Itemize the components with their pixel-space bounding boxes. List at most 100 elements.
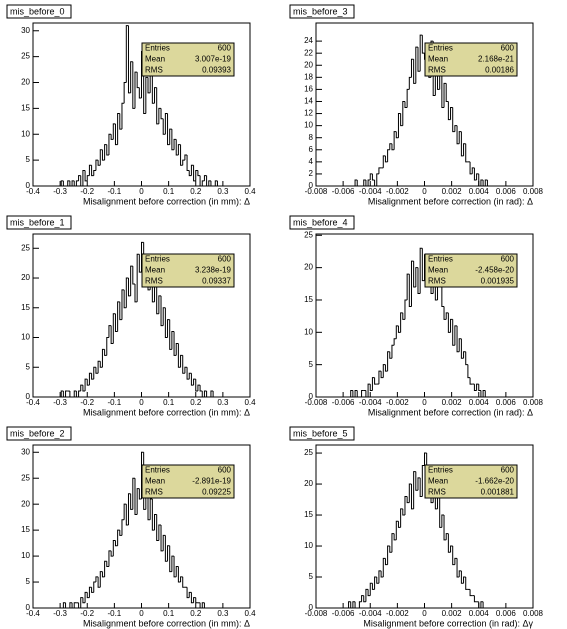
histogram-bin	[445, 83, 449, 102]
x-tick-label: -0.1	[107, 187, 121, 196]
histogram-bin	[164, 307, 168, 339]
x-tick-label: -0.3	[53, 187, 67, 196]
y-tick-label: 25	[21, 243, 30, 252]
histogram-bin	[99, 149, 103, 166]
stats-label: RMS	[145, 277, 163, 286]
histogram-bin	[465, 351, 468, 366]
histogram-bin	[130, 493, 133, 510]
x-tick-label: -0.2	[80, 609, 94, 618]
histogram-bin	[164, 535, 168, 562]
histogram-bin	[171, 331, 175, 350]
histogram-bin	[376, 577, 379, 584]
chart-title: mis_before_1	[10, 217, 65, 227]
histogram-bin	[162, 534, 166, 551]
histogram-bin	[482, 390, 486, 397]
histogram-bin	[177, 144, 181, 155]
histogram-bin	[439, 496, 442, 528]
x-tick-label: -0.002	[386, 609, 409, 618]
y-tick-label: 2	[309, 169, 314, 178]
histogram-bin	[182, 159, 185, 166]
histogram-bin	[91, 165, 94, 177]
histogram-bin	[112, 123, 116, 140]
histogram-bin	[424, 452, 427, 466]
histogram-bin	[78, 175, 81, 181]
histogram-bin	[65, 602, 68, 609]
histogram-bin	[93, 366, 96, 380]
histogram-bin	[395, 131, 399, 139]
histogram-bin	[476, 383, 479, 391]
x-tick-label: -0.006	[332, 187, 355, 196]
histogram-bin	[151, 66, 155, 104]
histogram-bin	[208, 180, 211, 186]
histogram-bin	[84, 170, 88, 182]
histogram-bin	[88, 372, 92, 386]
histogram-bin	[404, 299, 408, 320]
stats-label: Mean	[145, 477, 165, 486]
y-tick-label: 22	[304, 48, 313, 57]
histogram-bin	[156, 87, 159, 125]
x-tick-label: 0.004	[469, 609, 490, 618]
histogram-bin	[188, 170, 192, 177]
x-tick-label: 0.2	[190, 609, 202, 618]
histogram-bin	[197, 384, 201, 392]
histogram-bin	[393, 131, 397, 150]
histogram-bin	[391, 143, 395, 151]
histogram-bin	[136, 488, 140, 515]
histogram-bin	[62, 180, 66, 187]
histogram-bin	[454, 325, 458, 346]
histogram-bin	[180, 576, 183, 583]
histogram-bin	[356, 390, 360, 398]
x-tick-label: -0.008	[305, 187, 328, 196]
histogram-bin	[130, 265, 133, 296]
x-tick-label: 0.1	[163, 187, 175, 196]
y-tick-label: 24	[304, 36, 313, 45]
histogram-bin	[134, 478, 138, 516]
histogram-bin	[123, 503, 127, 520]
histogram-panel: -0.008 -0.006 -0.004 -0.002 0 0.002 0.004 0.006…	[289, 426, 544, 628]
y-tick-label: 25	[304, 230, 313, 239]
histogram-bin	[125, 25, 129, 83]
histogram-bin	[184, 366, 188, 374]
histogram-bin	[367, 383, 371, 397]
histogram-bin	[480, 601, 484, 608]
histogram-bin	[154, 87, 157, 104]
histogram-bin	[389, 351, 392, 359]
histogram-bin	[195, 597, 198, 604]
histogram-bin	[458, 338, 462, 352]
x-tick-label: 0	[139, 398, 144, 407]
y-tick-label: 20	[304, 479, 313, 488]
histogram-bin	[190, 592, 194, 604]
histogram-bin	[408, 483, 412, 503]
histogram-bin	[421, 35, 425, 54]
histogram-bin	[380, 371, 384, 379]
histogram-bin	[371, 173, 375, 181]
histogram-bin	[132, 477, 135, 510]
x-tick-label: -0.004	[359, 398, 382, 407]
histogram-bin	[354, 390, 358, 397]
histogram-bin	[121, 102, 125, 130]
histogram-bin	[397, 521, 401, 528]
stats-box	[141, 464, 235, 499]
histogram-bin	[406, 496, 410, 504]
histogram-bin	[88, 164, 92, 176]
histogram-bin	[175, 342, 179, 356]
histogram-bin	[114, 540, 118, 547]
histogram-bin	[371, 583, 375, 590]
stats-value: 600	[218, 44, 232, 53]
x-tick-label: 0.3	[217, 609, 229, 618]
histogram-bin	[354, 601, 358, 609]
histogram-bin	[199, 175, 203, 187]
histogram-bin	[197, 170, 201, 177]
histogram-bin	[195, 379, 198, 392]
histogram-bin	[445, 533, 449, 540]
histogram-bin	[117, 113, 120, 145]
histogram-bin	[114, 123, 118, 146]
chart-title: mis_before_3	[293, 6, 348, 16]
histogram-bin	[447, 312, 451, 333]
y-tick-label: 15	[21, 303, 30, 312]
histogram-bin	[463, 351, 466, 359]
histogram-bin	[104, 560, 107, 577]
histogram-bin	[378, 370, 382, 385]
histogram-bin	[397, 325, 401, 333]
histogram-bin	[421, 248, 425, 282]
